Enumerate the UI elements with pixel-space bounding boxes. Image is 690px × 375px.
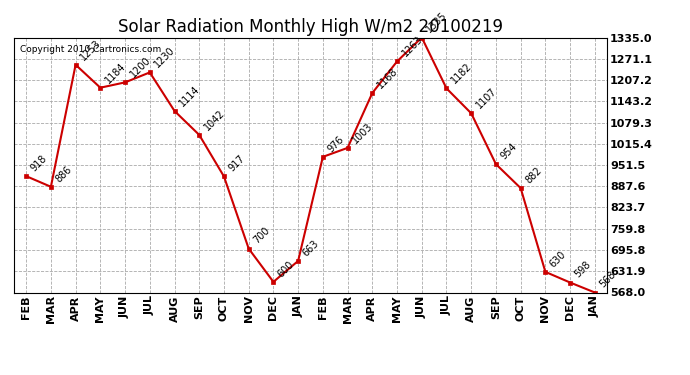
Text: 976: 976 <box>326 134 346 154</box>
Text: 663: 663 <box>301 238 321 258</box>
Text: 1335: 1335 <box>424 10 449 35</box>
Text: 1114: 1114 <box>177 84 201 108</box>
Text: 882: 882 <box>524 165 544 185</box>
Text: 1168: 1168 <box>375 66 400 90</box>
Text: 954: 954 <box>499 141 519 161</box>
Title: Solar Radiation Monthly High W/m2 20100219: Solar Radiation Monthly High W/m2 201002… <box>118 18 503 36</box>
Text: 700: 700 <box>251 226 272 246</box>
Text: 886: 886 <box>54 164 74 184</box>
Text: 600: 600 <box>276 259 296 279</box>
Text: 1184: 1184 <box>103 60 128 85</box>
Text: 598: 598 <box>573 260 593 280</box>
Text: 1200: 1200 <box>128 55 152 80</box>
Text: 1263: 1263 <box>400 34 424 58</box>
Text: 568: 568 <box>598 270 618 290</box>
Text: 1003: 1003 <box>351 121 375 145</box>
Text: 918: 918 <box>29 153 49 173</box>
Text: Copyright 2010 Cartronics.com: Copyright 2010 Cartronics.com <box>20 45 161 54</box>
Text: 1107: 1107 <box>474 86 498 111</box>
Text: 1042: 1042 <box>202 108 226 132</box>
Text: 1230: 1230 <box>152 45 177 70</box>
Text: 630: 630 <box>548 249 569 269</box>
Text: 1182: 1182 <box>449 61 474 86</box>
Text: 917: 917 <box>227 153 247 174</box>
Text: 1253: 1253 <box>79 38 103 62</box>
